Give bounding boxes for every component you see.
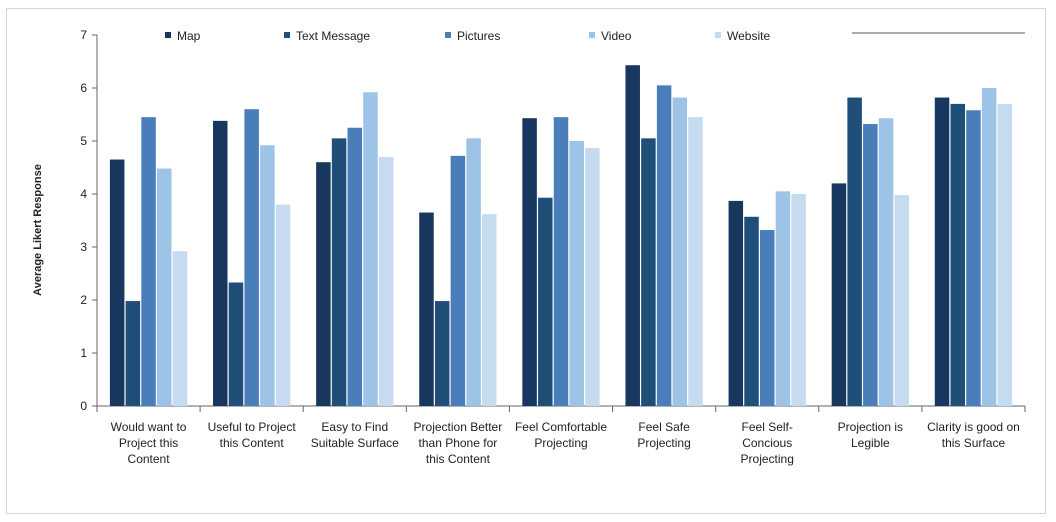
bar-text-message xyxy=(950,103,965,407)
bar-video xyxy=(569,141,584,406)
bar-website xyxy=(275,204,291,406)
legend-label: Map xyxy=(177,29,201,43)
category-labels: Would want to Project this Content Useful t… xyxy=(111,420,1020,466)
bar-map xyxy=(109,159,125,406)
category-label: Feel Self-Concious Projecting xyxy=(741,420,794,466)
y-tick-label: 5 xyxy=(80,134,87,148)
bar-website xyxy=(894,195,909,406)
legend-swatch xyxy=(445,32,451,38)
bar-map xyxy=(934,97,950,406)
legend-label: Website xyxy=(727,29,770,43)
bar-text-message xyxy=(434,301,450,406)
y-tick-labels: 0 1 2 3 4 5 6 7 xyxy=(80,28,87,413)
bar-video xyxy=(260,145,275,407)
bar-video xyxy=(672,97,688,406)
legend: Map Text Message Pictures Video Website xyxy=(165,29,770,43)
category-label: Feel Safe Projecting xyxy=(637,420,690,450)
y-tick-label: 3 xyxy=(80,240,87,254)
y-tick-label: 0 xyxy=(80,399,87,413)
y-tick-label: 2 xyxy=(80,293,87,307)
bar-website xyxy=(791,194,806,406)
bars xyxy=(109,65,1013,407)
bar-pictures xyxy=(863,124,878,406)
bar-map xyxy=(831,183,847,406)
bar-video xyxy=(466,138,481,406)
bar-text-message xyxy=(744,216,759,406)
bar-text-message xyxy=(641,138,656,406)
bar-pictures xyxy=(347,127,363,406)
bar-pictures xyxy=(141,117,156,407)
category-label: Projection is Legible xyxy=(838,420,903,450)
bar-map xyxy=(625,65,640,407)
bar-pictures xyxy=(244,109,259,406)
bar-website xyxy=(378,156,394,406)
bar-video xyxy=(363,92,378,407)
bar-pictures xyxy=(553,117,569,407)
bar-map xyxy=(522,118,537,407)
bar-website xyxy=(172,251,188,406)
bar-video xyxy=(157,168,172,406)
y-axis-label: Average Likert Response xyxy=(32,164,44,296)
category-label: Easy to Find Suitable Surface xyxy=(311,420,399,450)
bar-text-message xyxy=(538,197,553,406)
legend-label: Pictures xyxy=(457,29,500,43)
bar-text-message xyxy=(847,97,862,406)
category-label: Projection Better than Phone for this Cont… xyxy=(414,420,503,466)
bar-video xyxy=(878,118,894,407)
category-label: Useful to Project this Content xyxy=(208,420,297,450)
bar-text-message xyxy=(228,282,244,406)
bar-map xyxy=(213,120,228,407)
y-tick-label: 7 xyxy=(80,28,87,42)
legend-label: Video xyxy=(601,29,632,43)
bar-pictures xyxy=(759,230,775,406)
legend-label: Text Message xyxy=(296,29,370,43)
category-label: Would want to Project this Content xyxy=(111,420,187,466)
legend-swatch xyxy=(715,32,721,38)
legend-swatch xyxy=(589,32,595,38)
bar-video xyxy=(981,88,997,406)
category-label: Feel Comfortable Projecting xyxy=(515,420,607,450)
bar-website xyxy=(482,214,497,406)
legend-swatch xyxy=(284,32,290,38)
bar-text-message xyxy=(125,301,141,406)
bar-map xyxy=(728,200,744,406)
bar-website xyxy=(688,117,703,407)
y-tick-label: 6 xyxy=(80,81,87,95)
bar-website xyxy=(585,147,600,406)
y-tick-label: 1 xyxy=(80,346,87,360)
bar-website xyxy=(997,103,1013,407)
legend-swatch xyxy=(165,32,171,38)
bar-pictures xyxy=(450,155,466,406)
bar-text-message xyxy=(331,138,347,406)
bar-pictures xyxy=(966,110,981,406)
bar-map xyxy=(316,162,331,406)
bar-video xyxy=(775,191,791,406)
bar-map xyxy=(419,212,434,406)
category-label: Clarity is good on this Surface xyxy=(927,420,1020,450)
y-tick-label: 4 xyxy=(80,187,87,201)
bar-pictures xyxy=(656,85,672,406)
